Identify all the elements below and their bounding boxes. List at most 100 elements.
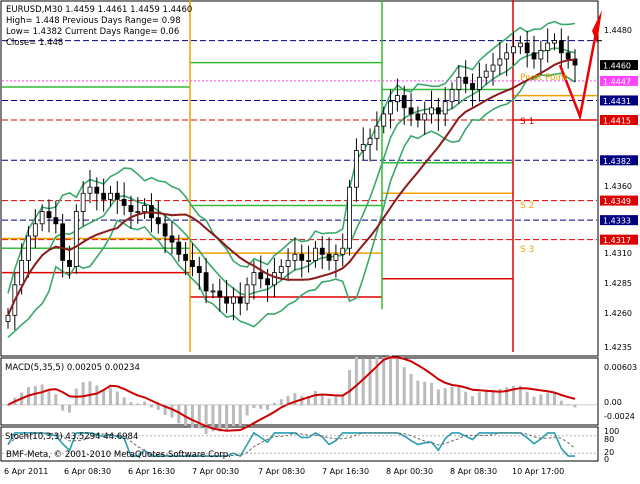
macd-bar-75 <box>518 385 522 405</box>
candle-body-33 <box>231 296 236 304</box>
stoch-series <box>2 431 597 458</box>
macd-bar-64 <box>443 388 447 405</box>
xtick-1: 6 Apr 08:30 <box>64 467 111 476</box>
candle-body-40 <box>278 266 284 274</box>
stoch-pane <box>0 426 599 462</box>
candle-body-42 <box>292 253 298 261</box>
macd-bar-47 <box>327 398 331 405</box>
candle-body-75 <box>517 42 523 48</box>
macd-signal-line <box>7 356 576 432</box>
forecast-arrowhead <box>592 10 602 44</box>
macd-bar-8 <box>61 404 65 411</box>
price-tag-label-6: 1.4333 <box>603 217 631 226</box>
candle-body-77 <box>531 52 537 60</box>
macd-bar-46 <box>320 394 324 405</box>
macd-bar-74 <box>512 385 516 405</box>
candle-body-38 <box>265 278 270 286</box>
candle-body-82 <box>565 52 571 60</box>
candle-body-15 <box>108 192 113 200</box>
xtick-2: 6 Apr 16:30 <box>128 467 175 476</box>
macd-bar-61 <box>423 381 427 405</box>
macd-bar-80 <box>553 393 557 405</box>
level-label-14480: 1.4480 <box>604 26 632 35</box>
candle-body-10 <box>73 211 79 267</box>
macd-bar-79 <box>546 392 550 405</box>
candle-body-3 <box>26 235 31 261</box>
macd-bar-53 <box>368 359 372 405</box>
bollinger-bands <box>7 20 576 338</box>
macd-bar-20 <box>143 401 147 405</box>
stoch-tick-80: 80 <box>604 435 614 444</box>
macd-bar-60 <box>416 380 420 405</box>
macd-bar-42 <box>293 393 297 405</box>
s3-label: S 3 <box>520 245 534 255</box>
macd-bar-9 <box>67 404 71 413</box>
macd-bar-78 <box>539 394 543 405</box>
candle-body-24 <box>169 235 175 243</box>
level-lines <box>2 40 597 241</box>
macd-bar-14 <box>102 389 106 405</box>
xtick-7: 8 Apr 08:30 <box>450 467 497 476</box>
xtick-6: 8 Apr 00:30 <box>386 467 433 476</box>
stoch-tick-100: 100 <box>604 427 619 436</box>
main-pane <box>0 0 599 357</box>
tick-14285: 1.4285 <box>604 279 632 288</box>
macd-bar-36 <box>252 404 256 409</box>
macd-bar-33 <box>231 404 235 426</box>
macd-bar-30 <box>211 404 215 432</box>
xtick-0: 6 Apr 2011 <box>4 467 48 476</box>
macd-bar-63 <box>436 389 440 405</box>
macd-bar-41 <box>286 395 290 405</box>
price-tag-label-1: 1.4447 <box>603 77 631 86</box>
price-tag-bg-5 <box>600 195 638 206</box>
macd-title: MACD(5,35,5) 0.00205 0.00234 <box>5 363 140 373</box>
macd-bar-77 <box>532 396 536 405</box>
macd-bar-24 <box>170 404 174 418</box>
macd-bar-0 <box>6 404 10 406</box>
macd-bar-18 <box>129 402 133 405</box>
macd-bar-83 <box>573 404 577 408</box>
candle-body-46 <box>319 247 325 255</box>
macd-pane <box>0 357 599 426</box>
macd-bar-54 <box>375 357 379 405</box>
candle-body-25 <box>176 241 182 255</box>
pivot-lines <box>2 0 597 352</box>
candle-body-14 <box>101 192 107 200</box>
candle-body-19 <box>135 211 141 213</box>
candle-body-26 <box>183 253 189 261</box>
candle-body-22 <box>155 217 161 225</box>
candle-body-65 <box>449 89 455 103</box>
candle-body-2 <box>19 260 25 286</box>
candles <box>5 28 578 331</box>
macd-bar-66 <box>457 385 461 405</box>
candle-body-76 <box>524 42 530 54</box>
candle-body-11 <box>80 192 86 212</box>
macd-bar-57 <box>395 357 399 405</box>
candle-body-62 <box>429 107 434 115</box>
stoch-main-line <box>7 431 575 458</box>
macd-bar-25 <box>177 404 181 424</box>
candle-body-57 <box>394 95 400 103</box>
candle-body-67 <box>463 76 469 84</box>
candle-body-0 <box>5 314 11 322</box>
price-tag-bg-3 <box>600 115 638 125</box>
candle-body-44 <box>306 260 311 262</box>
macd-bar-35 <box>245 404 249 416</box>
macd-bar-27 <box>190 404 194 428</box>
candle-body-58 <box>401 95 407 109</box>
macd-bar-48 <box>334 396 338 405</box>
candle-body-47 <box>326 253 332 261</box>
price-tag-label-3: 1.4415 <box>603 117 631 126</box>
macd-bar-44 <box>307 396 311 405</box>
candle-body-66 <box>456 76 462 90</box>
candle-body-59 <box>408 107 414 115</box>
macd-bar-29 <box>204 404 208 435</box>
candle-body-9 <box>67 260 72 267</box>
price-tag-label-2: 1.4431 <box>603 97 631 106</box>
candle-body-49 <box>340 247 346 255</box>
xtick-3: 7 Apr 00:30 <box>192 467 239 476</box>
xtick-8: 10 Apr 17:00 <box>512 467 564 476</box>
candle-body-23 <box>162 223 168 237</box>
macd-bar-67 <box>464 391 468 405</box>
macd-bar-73 <box>505 387 509 405</box>
